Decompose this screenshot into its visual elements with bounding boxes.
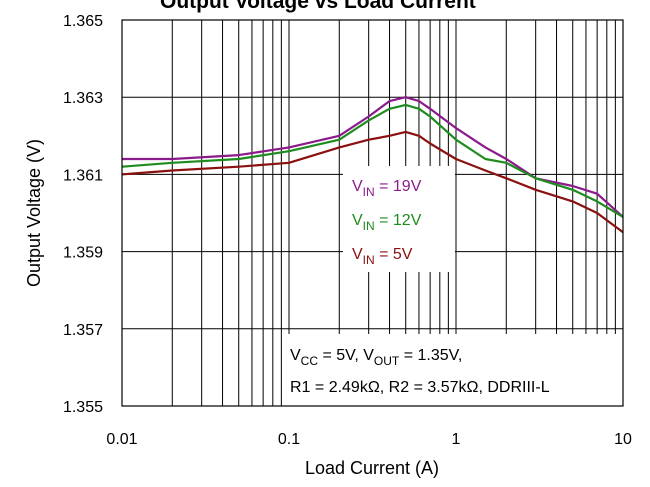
y-tick-label: 1.361 xyxy=(63,167,103,184)
y-tick-label: 1.359 xyxy=(63,245,103,262)
y-tick-label: 1.365 xyxy=(63,13,103,30)
legend-background xyxy=(343,166,455,272)
y-tick-label: 1.357 xyxy=(63,322,103,339)
legend: VIN = 19V VIN = 12V VIN = 5V xyxy=(352,178,422,267)
x-tick-labels: 0.01 0.1 1 10 xyxy=(106,431,632,448)
legend-label: VIN = 12V xyxy=(352,212,422,233)
y-tick-label: 1.355 xyxy=(63,399,103,416)
chart-title: Output Voltage vs Load Current xyxy=(160,0,476,13)
y-tick-labels: 1.355 1.357 1.359 1.361 1.363 1.365 xyxy=(63,13,103,416)
y-axis-label: Output Voltage (V) xyxy=(24,139,44,287)
series-line xyxy=(122,96,624,218)
x-tick-label: 10 xyxy=(614,431,632,448)
x-axis-label: Load Current (A) xyxy=(305,458,439,478)
y-tick-label: 1.363 xyxy=(63,90,103,107)
legend-label: VIN = 19V xyxy=(352,178,422,199)
annotation: VCC = 5V, VOUT = 1.35V, R1 = 2.49kΩ, R2 =… xyxy=(290,347,550,396)
legend-label: VIN = 5V xyxy=(352,246,413,267)
series-lines xyxy=(121,96,624,234)
x-tick-label: 1 xyxy=(452,431,461,448)
series-line xyxy=(121,130,624,234)
annotation-background xyxy=(283,334,623,406)
x-tick-label: 0.1 xyxy=(278,431,300,448)
series-line xyxy=(121,103,624,218)
annotation-line-2: R1 = 2.49kΩ, R2 = 3.57kΩ, DDRIII-L xyxy=(290,379,550,396)
annotation-line-1: VCC = 5V, VOUT = 1.35V, xyxy=(290,347,462,368)
plot-frame xyxy=(121,19,624,407)
x-tick-label: 0.01 xyxy=(106,431,137,448)
